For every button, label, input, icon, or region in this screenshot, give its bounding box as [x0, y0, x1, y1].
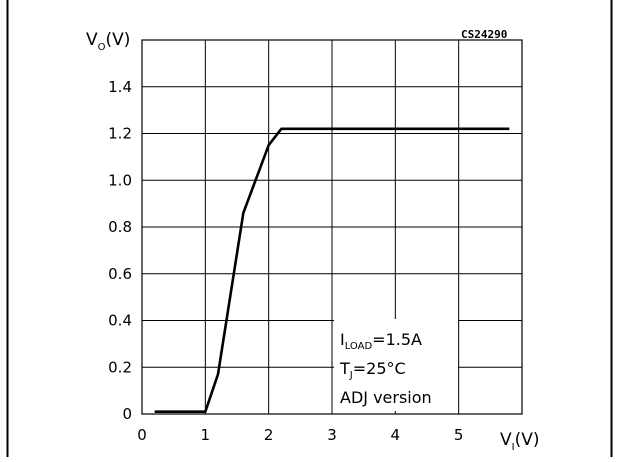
annotation-version: ADJ version — [340, 388, 432, 407]
annotation-junction-temp: TJ=25°C — [339, 359, 406, 381]
y-tick-labels: 0 0.2 0.4 0.6 0.8 1.0 1.2 1.4 — [108, 78, 132, 423]
annotation-load-current: ILOAD=1.5A — [340, 330, 422, 352]
y-tick-label: 1.2 — [108, 125, 132, 143]
y-tick-label: 0.8 — [108, 218, 132, 236]
y-tick-label: 1.0 — [108, 171, 132, 189]
plot-border — [141, 39, 523, 415]
y-tick-label: 0.4 — [108, 312, 132, 330]
x-tick-label: 1 — [201, 426, 211, 444]
y-tick-label: 0 — [122, 405, 132, 423]
grid — [142, 40, 522, 414]
x-tick-label: 4 — [391, 426, 401, 444]
x-tick-labels: 0 1 2 3 4 5 — [137, 426, 463, 444]
annotation-box — [334, 319, 458, 411]
x-tick-label: 0 — [137, 426, 147, 444]
y-axis-label: VO(V) — [86, 30, 130, 53]
x-tick-label: 3 — [327, 426, 337, 444]
y-tick-label: 0.6 — [108, 265, 132, 283]
x-tick-label: 5 — [454, 426, 464, 444]
series-line — [154, 127, 510, 413]
x-axis-label: VI(V) — [500, 430, 540, 453]
y-tick-label: 0.2 — [108, 358, 132, 376]
figure-code: CS24290 — [461, 28, 507, 41]
y-tick-label: 1.4 — [108, 78, 132, 96]
x-tick-label: 2 — [264, 426, 274, 444]
